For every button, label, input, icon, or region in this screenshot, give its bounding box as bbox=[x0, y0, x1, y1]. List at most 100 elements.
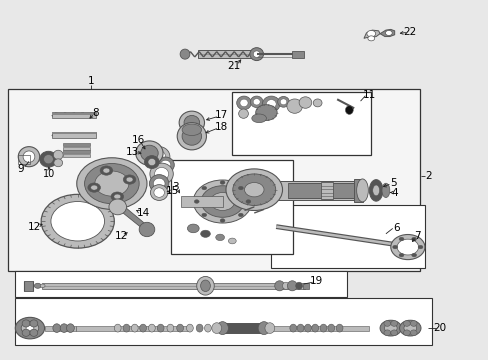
Circle shape bbox=[126, 177, 133, 182]
Bar bbox=[42, 283, 305, 289]
Text: 21: 21 bbox=[227, 61, 240, 71]
Text: 7: 7 bbox=[413, 231, 420, 240]
Ellipse shape bbox=[176, 324, 183, 332]
Bar bbox=[63, 143, 90, 146]
Circle shape bbox=[51, 202, 104, 241]
Ellipse shape bbox=[282, 282, 289, 289]
Circle shape bbox=[225, 169, 282, 211]
Circle shape bbox=[244, 183, 264, 197]
Ellipse shape bbox=[253, 51, 260, 57]
Bar bbox=[271, 205, 424, 268]
Circle shape bbox=[194, 200, 199, 203]
Text: 22: 22 bbox=[403, 27, 416, 37]
Ellipse shape bbox=[149, 175, 168, 193]
Text: 8: 8 bbox=[92, 108, 99, 118]
Text: 13: 13 bbox=[125, 147, 139, 157]
Ellipse shape bbox=[148, 158, 156, 166]
Circle shape bbox=[77, 158, 147, 210]
Ellipse shape bbox=[277, 96, 289, 107]
Polygon shape bbox=[379, 30, 394, 37]
Text: 6: 6 bbox=[392, 224, 399, 233]
Ellipse shape bbox=[289, 324, 296, 332]
Circle shape bbox=[385, 31, 391, 36]
Circle shape bbox=[232, 174, 275, 206]
Ellipse shape bbox=[53, 324, 61, 332]
Circle shape bbox=[390, 234, 424, 260]
Bar bbox=[52, 132, 96, 138]
Bar bbox=[353, 179, 362, 202]
Ellipse shape bbox=[262, 96, 280, 112]
Bar bbox=[234, 181, 356, 200]
Bar bbox=[52, 112, 96, 118]
Circle shape bbox=[26, 325, 34, 331]
Polygon shape bbox=[363, 30, 379, 39]
Ellipse shape bbox=[368, 180, 382, 201]
Circle shape bbox=[366, 31, 375, 37]
Text: 12: 12 bbox=[28, 222, 41, 231]
Circle shape bbox=[392, 245, 397, 249]
Ellipse shape bbox=[30, 329, 38, 336]
Bar bbox=[15, 298, 431, 345]
Ellipse shape bbox=[22, 329, 30, 336]
Circle shape bbox=[100, 166, 113, 175]
Ellipse shape bbox=[335, 324, 342, 332]
Ellipse shape bbox=[166, 324, 173, 332]
Circle shape bbox=[84, 163, 139, 204]
Ellipse shape bbox=[200, 280, 210, 292]
Ellipse shape bbox=[154, 167, 168, 180]
Polygon shape bbox=[118, 205, 149, 230]
Ellipse shape bbox=[258, 321, 269, 334]
Circle shape bbox=[245, 200, 250, 203]
Ellipse shape bbox=[345, 106, 352, 114]
Text: 9: 9 bbox=[18, 164, 24, 174]
Circle shape bbox=[403, 323, 416, 333]
Ellipse shape bbox=[390, 330, 397, 336]
Ellipse shape bbox=[148, 324, 155, 332]
Ellipse shape bbox=[150, 185, 167, 201]
Circle shape bbox=[34, 283, 41, 288]
Circle shape bbox=[201, 186, 244, 217]
Circle shape bbox=[202, 186, 206, 190]
Ellipse shape bbox=[264, 323, 274, 333]
Ellipse shape bbox=[356, 179, 367, 202]
Ellipse shape bbox=[287, 281, 297, 291]
Ellipse shape bbox=[295, 282, 302, 289]
Ellipse shape bbox=[148, 147, 169, 167]
Ellipse shape bbox=[381, 183, 389, 198]
Ellipse shape bbox=[280, 99, 286, 105]
Circle shape bbox=[103, 168, 110, 173]
Bar bbox=[232, 92, 370, 155]
Ellipse shape bbox=[150, 163, 173, 185]
Ellipse shape bbox=[216, 321, 228, 334]
Bar bbox=[18, 155, 30, 164]
Circle shape bbox=[215, 234, 224, 240]
Ellipse shape bbox=[211, 323, 221, 333]
Bar bbox=[303, 283, 308, 289]
Ellipse shape bbox=[60, 324, 68, 332]
Bar bbox=[15, 271, 346, 297]
Bar bbox=[24, 281, 33, 291]
Circle shape bbox=[398, 237, 403, 241]
Ellipse shape bbox=[313, 99, 322, 107]
Ellipse shape bbox=[109, 199, 126, 215]
Ellipse shape bbox=[160, 160, 170, 170]
Ellipse shape bbox=[141, 145, 158, 161]
Bar bbox=[63, 147, 90, 149]
Ellipse shape bbox=[240, 99, 247, 107]
Bar bbox=[288, 183, 356, 198]
Circle shape bbox=[187, 224, 199, 233]
Ellipse shape bbox=[204, 324, 211, 332]
Text: 19: 19 bbox=[309, 276, 323, 286]
Ellipse shape bbox=[390, 320, 397, 326]
Text: 2: 2 bbox=[425, 171, 431, 181]
Circle shape bbox=[398, 253, 403, 257]
Bar bbox=[198, 50, 254, 58]
Text: 4: 4 bbox=[390, 188, 397, 198]
Ellipse shape bbox=[297, 324, 304, 332]
Bar bbox=[52, 132, 96, 134]
Bar bbox=[222, 323, 264, 333]
Circle shape bbox=[114, 194, 121, 199]
Ellipse shape bbox=[154, 188, 164, 197]
Circle shape bbox=[399, 320, 420, 336]
Ellipse shape bbox=[403, 330, 409, 336]
